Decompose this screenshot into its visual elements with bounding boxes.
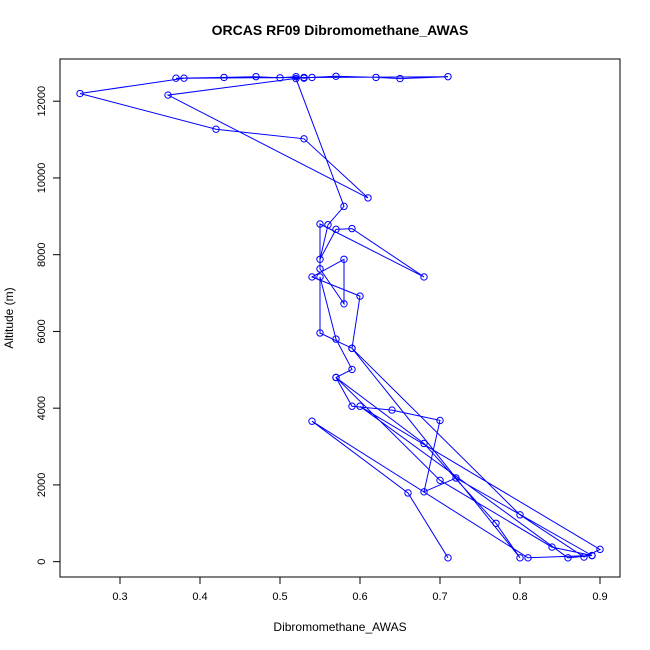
data-point [308,417,316,425]
data-point [436,476,444,485]
data-point [324,221,332,229]
data-point [276,74,284,82]
data-point [492,519,500,527]
data-point [172,74,180,82]
data-point [292,74,300,83]
data-point [516,511,524,519]
data-point [292,72,300,81]
data-point [364,194,372,202]
data-point [340,202,348,211]
x-axis-label: Dibromomethane_AWAS [273,620,406,634]
y-tick-label: 8000 [36,242,48,266]
x-tick-label: 0.8 [512,591,527,603]
data-point [164,91,172,99]
data-point [308,73,316,82]
y-tick-label: 6000 [36,319,48,343]
data-point [348,224,356,233]
data-point [596,545,604,554]
data-point [580,553,588,561]
series-line [79,75,602,559]
data-point [356,402,364,410]
data-point [316,273,324,281]
data-point [420,439,428,448]
data-point [316,255,324,263]
data-point [524,554,532,562]
data-point [340,300,348,308]
data-point [348,344,356,353]
data-point [420,488,428,496]
data-point [300,73,308,82]
data-point [564,554,572,562]
data-point [396,74,404,83]
x-tick-label: 0.5 [272,591,287,603]
data-point [340,255,348,263]
x-tick-label: 0.7 [432,591,447,603]
data-point [372,73,380,82]
series-layer [76,72,604,562]
data-point [308,273,316,281]
data-point [548,543,556,551]
y-tick-label: 2000 [36,473,48,497]
data-point [316,220,324,228]
data-point [180,74,188,82]
plot-frame [59,58,621,578]
data-point [444,72,452,81]
x-axis: 0.3 0.4 0.5 0.6 0.7 0.8 0.9 [112,576,608,603]
data-point [212,125,220,133]
data-point [348,402,356,410]
data-point [332,72,340,80]
y-tick-label: 10000 [36,163,48,194]
data-point [436,416,444,425]
y-tick-label: 4000 [36,396,48,420]
data-point [316,265,324,273]
y-tick-label: 0 [36,559,48,565]
data-point [388,406,396,414]
data-point [332,373,340,382]
data-point [516,554,524,562]
data-point [332,225,340,234]
data-point [404,489,412,497]
data-point [356,292,364,300]
y-tick-label: 12000 [36,86,48,117]
data-point [76,89,84,98]
chart-title: ORCAS RF09 Dibromomethane_AWAS [212,22,469,38]
data-point [252,72,260,81]
x-tick-label: 0.9 [592,591,607,603]
data-point [348,365,356,374]
x-tick-label: 0.3 [112,591,127,603]
data-point [220,73,228,82]
data-point [420,273,428,281]
y-axis: 0 2000 4000 6000 8000 10000 12000 [36,86,61,565]
data-point [316,329,324,337]
x-tick-label: 0.4 [192,591,207,603]
data-point [444,554,452,562]
x-tick-label: 0.6 [352,591,367,603]
data-point [588,551,596,560]
data-point [452,474,460,482]
y-axis-label: Altitude (m) [2,287,16,348]
data-point [300,135,308,143]
data-point [332,335,340,343]
